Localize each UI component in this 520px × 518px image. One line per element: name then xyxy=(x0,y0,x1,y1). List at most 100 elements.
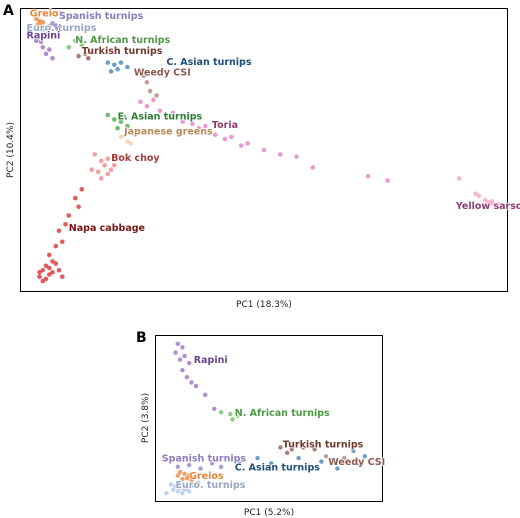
group-label: Greios xyxy=(189,471,224,482)
data-point-weedy-csi xyxy=(328,457,333,462)
data-point-japanese-greens xyxy=(118,134,124,140)
data-point-rapini xyxy=(177,357,183,362)
group-label: N. African turnips xyxy=(75,35,170,46)
data-point-toria xyxy=(203,123,208,129)
data-point-euro-turnips xyxy=(196,480,201,485)
data-point-rapini xyxy=(47,47,52,52)
data-point-toria xyxy=(238,143,244,148)
data-point-n-african-turnips xyxy=(79,42,85,48)
data-point-rapini xyxy=(175,341,180,346)
data-point-bok-choy xyxy=(99,158,104,164)
data-point-e-asian-turnips xyxy=(118,119,124,124)
data-point-bok-choy xyxy=(92,152,98,157)
group-label: Turkish turnips xyxy=(82,46,163,57)
panel-b-xlabel: PC1 (5.2%) xyxy=(244,508,294,518)
data-point-spanish-turnips xyxy=(187,462,192,468)
data-point-e-asian-turnips xyxy=(112,117,117,122)
data-point-toria xyxy=(245,141,250,146)
group-label: Greios xyxy=(30,9,65,20)
group-label: Euro. turnips xyxy=(27,23,97,34)
data-point-weedy-csi xyxy=(141,73,146,78)
data-point-yellow-sarsons xyxy=(495,201,501,207)
data-point-weedy-csi xyxy=(154,93,159,98)
data-point-rapini xyxy=(34,38,39,44)
data-point-napa-cabbage xyxy=(76,204,81,210)
data-point-c-asian-turnips xyxy=(319,459,324,464)
data-point-weedy-csi xyxy=(147,88,153,94)
group-label: Spanish turnips xyxy=(59,11,144,22)
data-point-c-asian-turnips xyxy=(115,66,120,72)
data-point-napa-cabbage xyxy=(47,272,52,277)
data-point-euro-turnips xyxy=(43,31,49,37)
data-point-rapini xyxy=(40,45,46,50)
data-point-japanese-greens xyxy=(128,141,133,146)
data-point-weedy-csi xyxy=(134,69,140,74)
group-label: Yellow sarsons xyxy=(455,201,520,212)
data-point-bok-choy xyxy=(108,167,114,172)
data-point-turkish-turnips xyxy=(278,445,283,450)
panel-a-points xyxy=(34,16,501,284)
group-label: Napa cabbage xyxy=(69,223,145,234)
data-point-rapini xyxy=(38,39,44,45)
data-point-bok-choy xyxy=(95,169,101,175)
data-point-toria xyxy=(164,114,169,120)
data-point-rapini xyxy=(203,392,208,397)
data-point-bok-choy xyxy=(102,163,107,168)
data-point-euro-turnips xyxy=(37,33,42,38)
group-label: Euro. turnips xyxy=(176,480,246,491)
data-point-napa-cabbage xyxy=(73,195,78,201)
data-point-euro-turnips xyxy=(180,491,185,496)
data-point-c-asian-turnips xyxy=(335,466,340,471)
data-point-c-asian-turnips xyxy=(362,454,367,459)
panel-b-labels: Rapini N. African turnips Turkish turnips W… xyxy=(161,354,386,491)
data-point-greios xyxy=(182,471,187,477)
data-point-greios xyxy=(189,477,194,483)
data-point-rapini xyxy=(189,380,194,385)
data-point-toria xyxy=(151,97,156,103)
panel-b-frame xyxy=(155,335,383,502)
data-point-napa-cabbage xyxy=(53,243,59,249)
data-point-euro-turnips xyxy=(177,485,183,491)
data-point-spanish-turnips xyxy=(218,464,224,469)
data-point-toria xyxy=(196,125,202,131)
data-point-napa-cabbage xyxy=(50,270,55,275)
data-point-c-asian-turnips xyxy=(108,69,114,74)
data-point-napa-cabbage xyxy=(50,259,55,264)
data-point-rapini xyxy=(187,360,192,366)
data-point-greios xyxy=(175,473,180,478)
data-point-c-asian-turnips xyxy=(367,459,372,464)
data-point-toria xyxy=(190,121,195,127)
data-point-rapini xyxy=(182,353,187,359)
data-point-napa-cabbage xyxy=(47,265,52,271)
data-point-greios xyxy=(34,16,39,22)
data-point-bok-choy xyxy=(105,156,111,161)
panel-b-ylabel: PC2 (3.8%) xyxy=(141,393,151,443)
data-point-euro-turnips xyxy=(164,491,169,496)
data-point-e-asian-turnips xyxy=(121,114,127,120)
data-point-turkish-turnips xyxy=(285,450,290,455)
data-point-rapini xyxy=(180,345,185,350)
data-point-toria xyxy=(261,147,267,153)
data-point-toria xyxy=(294,154,299,159)
data-point-rapini xyxy=(173,350,178,355)
data-point-weedy-csi xyxy=(323,454,329,459)
group-label: E. Asian turnips xyxy=(118,111,203,122)
data-point-greios xyxy=(38,23,44,28)
data-point-toria xyxy=(170,110,176,116)
data-point-toria xyxy=(310,165,316,170)
data-point-napa-cabbage xyxy=(40,278,46,284)
panel-a-ylabel: PC2 (10.4%) xyxy=(6,122,16,178)
data-point-toria xyxy=(385,178,390,183)
group-label: Toria xyxy=(212,120,238,131)
data-point-napa-cabbage xyxy=(56,267,62,273)
group-label: Bok choy xyxy=(111,153,160,164)
data-point-euro-turnips xyxy=(47,27,52,33)
data-point-c-asian-turnips xyxy=(296,455,301,461)
data-point-napa-cabbage xyxy=(37,270,42,275)
data-point-yellow-sarsons xyxy=(489,199,495,204)
data-point-bok-choy xyxy=(105,171,111,177)
data-point-spanish-turnips xyxy=(47,24,52,29)
data-point-e-asian-turnips xyxy=(105,112,111,118)
panel-b: B Rapini N. African turnips Turkish turnip… xyxy=(136,330,386,518)
